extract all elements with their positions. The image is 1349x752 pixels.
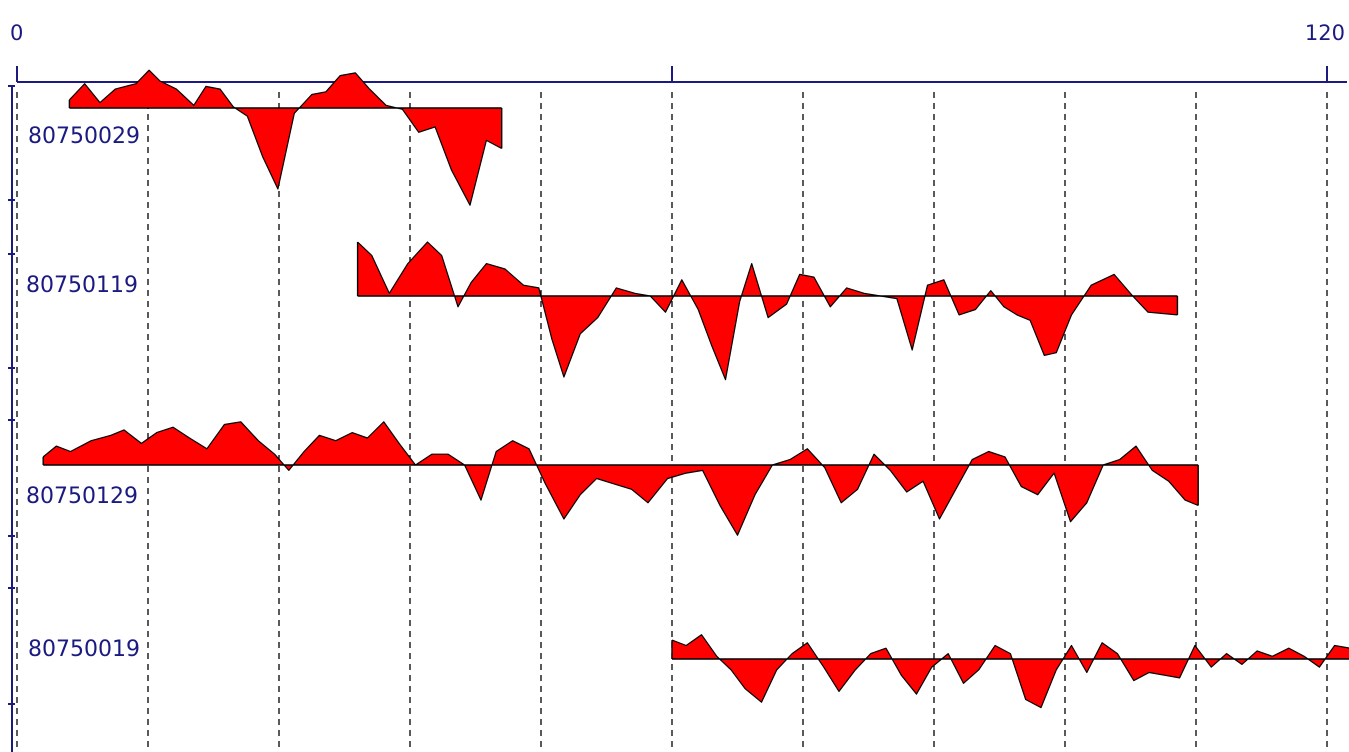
series-track-1: 80750119 bbox=[26, 241, 1179, 381]
series-track-2: 80750129 bbox=[26, 421, 1199, 536]
series-track-3: 80750019 bbox=[28, 634, 1349, 709]
grid-lines bbox=[16, 92, 1328, 752]
series-area-1 bbox=[357, 242, 1178, 380]
series-label-2: 80750129 bbox=[26, 484, 138, 509]
axis-ticks bbox=[8, 66, 1328, 705]
series-outline-3 bbox=[671, 634, 1349, 709]
series-tracks: 80750029 80750119 80750129 80750019 bbox=[26, 69, 1349, 709]
series-label-0: 80750029 bbox=[28, 124, 140, 149]
x-tick-label-start: 0 bbox=[10, 21, 23, 45]
series-track-0: 80750029 bbox=[28, 69, 503, 206]
series-outline-1 bbox=[357, 241, 1178, 381]
series-label-3: 80750019 bbox=[28, 637, 140, 662]
series-label-1: 80750119 bbox=[26, 273, 138, 298]
series-outline-0 bbox=[68, 69, 502, 206]
series-area-0 bbox=[69, 70, 502, 206]
series-outline-2 bbox=[42, 421, 1199, 536]
series-area-2 bbox=[43, 421, 1199, 536]
x-tick-label-end: 120 bbox=[1305, 21, 1345, 45]
series-area-3 bbox=[672, 634, 1349, 708]
